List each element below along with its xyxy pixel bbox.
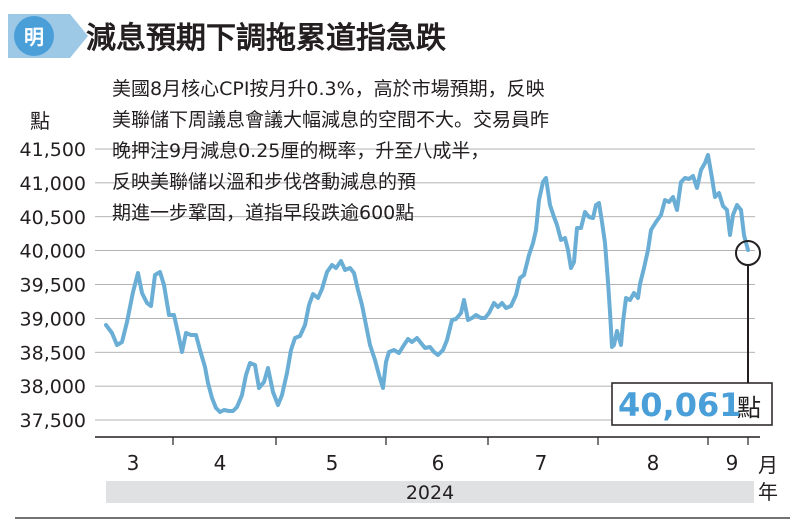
year-label: 2024	[406, 482, 454, 504]
y-tick-label: 41,000	[20, 173, 86, 195]
callout-value: 40,061	[618, 386, 741, 424]
annotation-line: 期進一步鞏固，道指早段跌逾600點	[112, 202, 414, 224]
x-tick-label: 3	[127, 451, 140, 475]
x-tick-label: 4	[214, 451, 227, 475]
y-tick-label: 41,500	[20, 139, 86, 161]
x-tick-label: 9	[726, 451, 739, 475]
callout-unit: 點	[737, 394, 761, 422]
x-axis: 3 4 5 6 7 8 9	[95, 436, 760, 475]
y-tick-label: 38,500	[20, 342, 86, 364]
newspaper-badge: 明	[8, 14, 88, 58]
y-tick-label: 39,500	[20, 275, 86, 297]
annotation-line: 美聯儲下周議息會議大幅減息的空間不大。交易員昨	[112, 109, 549, 131]
annotation-line: 反映美聯儲以溫和步伐啓動減息的預	[112, 171, 416, 193]
y-tick-label: 40,500	[20, 207, 86, 229]
annotation-text: 美國8月核心CPI按月升0.3%，高於市場預期，反映美聯儲下周議息會議大幅減息的…	[112, 78, 549, 224]
y-tick-label: 37,500	[20, 410, 86, 432]
chart-title: 減息預期下調拖累道指急跌	[86, 21, 446, 56]
annotation-line: 晚押注9月減息0.25厘的概率，升至八成半，	[112, 140, 489, 162]
x-tick-label: 8	[647, 451, 660, 475]
x-tick-label: 5	[326, 451, 339, 475]
badge-text: 明	[24, 25, 44, 49]
y-tick-label: 40,000	[20, 241, 86, 263]
y-tick-label: 39,000	[20, 308, 86, 330]
year-unit: 年	[758, 480, 778, 504]
gridlines	[95, 148, 755, 421]
y-tick-label: 38,000	[20, 376, 86, 398]
x-tick-label: 6	[432, 451, 445, 475]
y-axis-label: 點	[30, 109, 50, 133]
year-band	[106, 481, 754, 503]
series-line-dow-jones	[104, 153, 750, 414]
callout-box	[611, 382, 773, 426]
y-tick-labels: 37,500 38,000 38,500 39,000 39,500 40,000 40,5…	[20, 139, 86, 432]
x-tick-label: 7	[535, 451, 548, 475]
annotation-line: 美國8月核心CPI按月升0.3%，高於市場預期，反映	[112, 78, 545, 100]
x-axis-unit: 月	[758, 453, 778, 477]
